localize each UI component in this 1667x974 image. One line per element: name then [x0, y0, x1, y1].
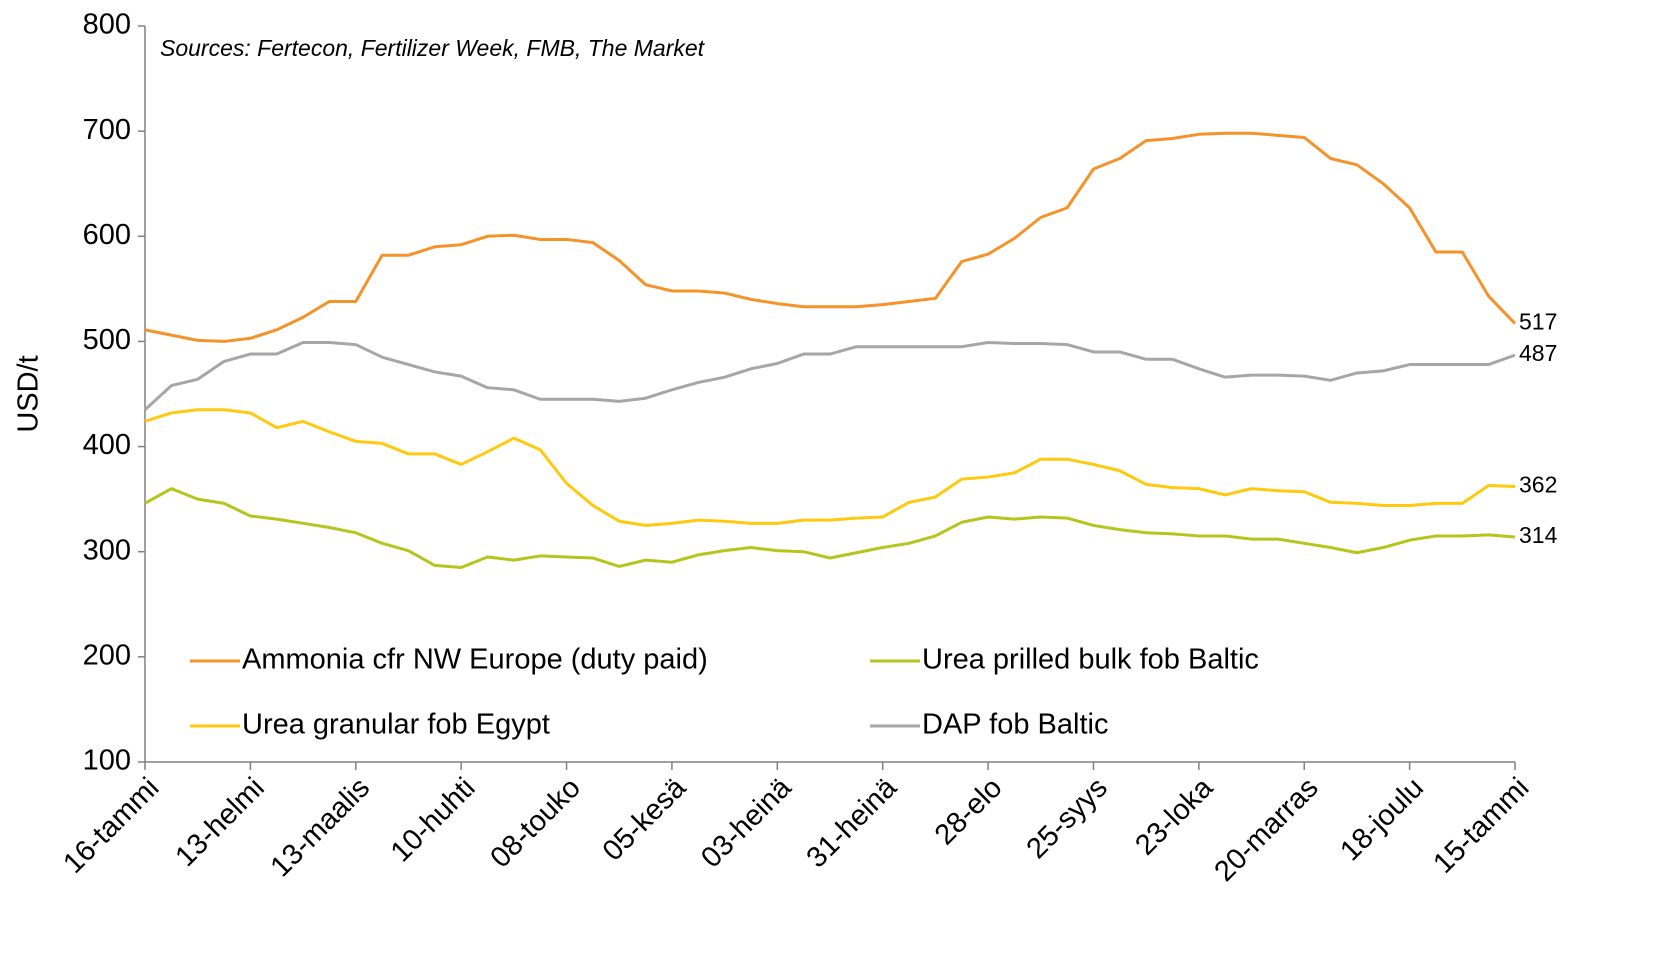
- x-tick-label: 20-marras: [1209, 772, 1325, 888]
- x-tick-label: 13-helmi: [169, 772, 270, 873]
- y-tick-label: 200: [83, 640, 131, 672]
- legend-label: Urea prilled bulk fob Baltic: [922, 644, 1259, 676]
- x-tick-label: 31-heinä: [801, 771, 904, 874]
- x-tick-label: 25-syys: [1021, 772, 1114, 865]
- y-tick-label: 300: [83, 534, 131, 566]
- y-tick-label: 500: [83, 324, 131, 356]
- end-value-label: 314: [1519, 522, 1558, 548]
- legend-label: Ammonia cfr NW Europe (duty paid): [242, 644, 708, 676]
- x-tick-label: 23-loka: [1129, 771, 1219, 861]
- y-tick-label: 400: [83, 429, 131, 461]
- y-tick-label: 700: [83, 114, 131, 146]
- series-line: [144, 487, 1516, 569]
- x-tick-label: 05-kesä: [597, 771, 693, 867]
- y-tick-label: 800: [83, 9, 131, 41]
- series-line: [144, 408, 1516, 527]
- chart-subtitle: Sources: Fertecon, Fertilizer Week, FMB,…: [160, 35, 706, 61]
- x-tick-label: 16-tammi: [57, 772, 165, 880]
- end-value-label: 517: [1519, 309, 1557, 335]
- legend-label: DAP fob Baltic: [922, 709, 1108, 741]
- end-value-label: 487: [1519, 340, 1557, 366]
- x-tick-label: 15-tammi: [1427, 772, 1535, 880]
- y-tick-label: 100: [83, 745, 131, 777]
- end-value-label: 362: [1519, 472, 1557, 498]
- x-tick-label: 08-touko: [484, 772, 586, 874]
- y-tick-label: 600: [83, 219, 131, 251]
- x-tick-label: 28-elo: [929, 772, 1009, 852]
- x-tick-label: 10-huhti: [385, 772, 482, 869]
- legend-label: Urea granular fob Egypt: [242, 709, 550, 741]
- y-axis-label: USD/t: [13, 355, 45, 432]
- x-tick-label: 13-maalis: [265, 772, 377, 884]
- x-tick-label: 03-heinä: [695, 771, 798, 874]
- series-line: [143, 340, 1516, 411]
- series-line: [144, 131, 1517, 343]
- x-tick-label: 18-joulu: [1334, 772, 1430, 868]
